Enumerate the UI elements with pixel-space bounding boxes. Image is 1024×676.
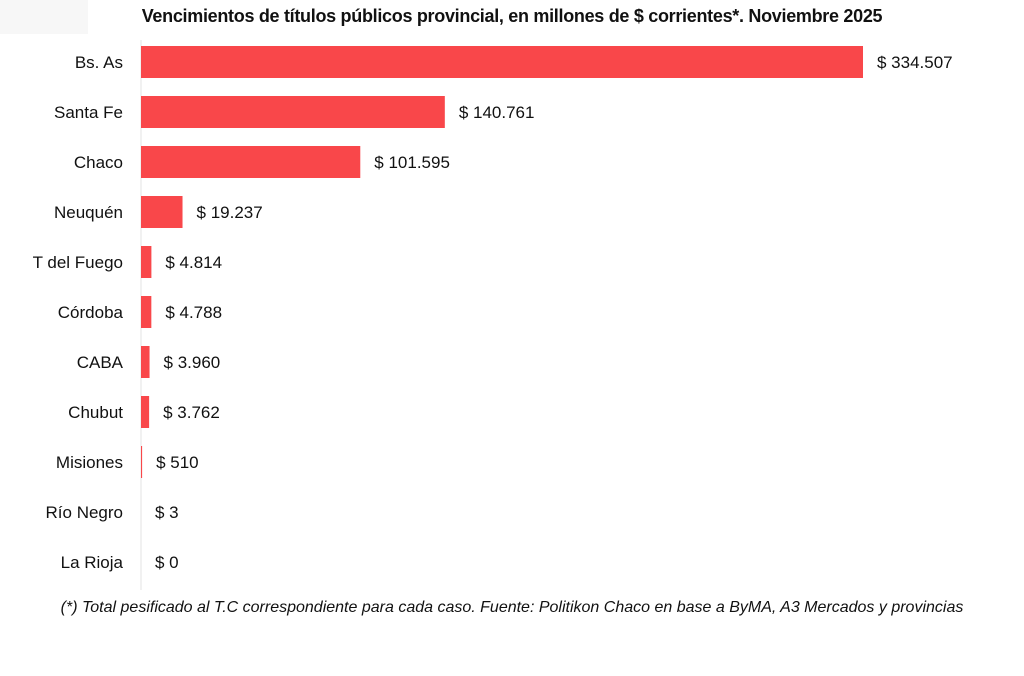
category-label: Santa Fe: [54, 103, 123, 122]
category-label: Misiones: [56, 453, 123, 472]
category-label: Chaco: [74, 153, 123, 172]
bar: [141, 246, 152, 278]
chart-title: Vencimientos de títulos públicos provinc…: [141, 6, 883, 26]
bar: [141, 96, 445, 128]
bar: [141, 446, 143, 478]
bar: [141, 46, 863, 78]
category-label: Chubut: [68, 403, 123, 422]
data-label: $ 0: [155, 553, 179, 572]
data-label: $ 19.237: [197, 203, 263, 222]
category-label: Bs. As: [75, 53, 123, 72]
data-label: $ 4.788: [165, 303, 222, 322]
bar: [141, 296, 152, 328]
bar: [141, 346, 150, 378]
bar: [141, 396, 150, 428]
bar: [141, 196, 183, 228]
category-label: Córdoba: [58, 303, 124, 322]
data-label: $ 3: [155, 503, 179, 522]
category-label: Río Negro: [46, 503, 123, 522]
data-label: $ 3.762: [163, 403, 220, 422]
footnote: (*) Total pesificado al T.C correspondie…: [60, 599, 964, 616]
data-label: $ 140.761: [459, 103, 535, 122]
category-label: Neuquén: [54, 203, 123, 222]
data-label: $ 101.595: [374, 153, 450, 172]
corner-patch: [0, 0, 88, 34]
data-label: $ 510: [156, 453, 199, 472]
bar-chart: Bs. As $ 334.507 Santa Fe $ 140.761 Chaco $ 1…: [33, 40, 953, 590]
bar: [141, 146, 361, 178]
data-label: $ 334.507: [877, 53, 953, 72]
category-label: T del Fuego: [33, 253, 123, 272]
category-label: La Rioja: [61, 553, 124, 572]
data-label: $ 3.960: [164, 353, 221, 372]
category-label: CABA: [77, 353, 124, 372]
data-label: $ 4.814: [165, 253, 222, 272]
